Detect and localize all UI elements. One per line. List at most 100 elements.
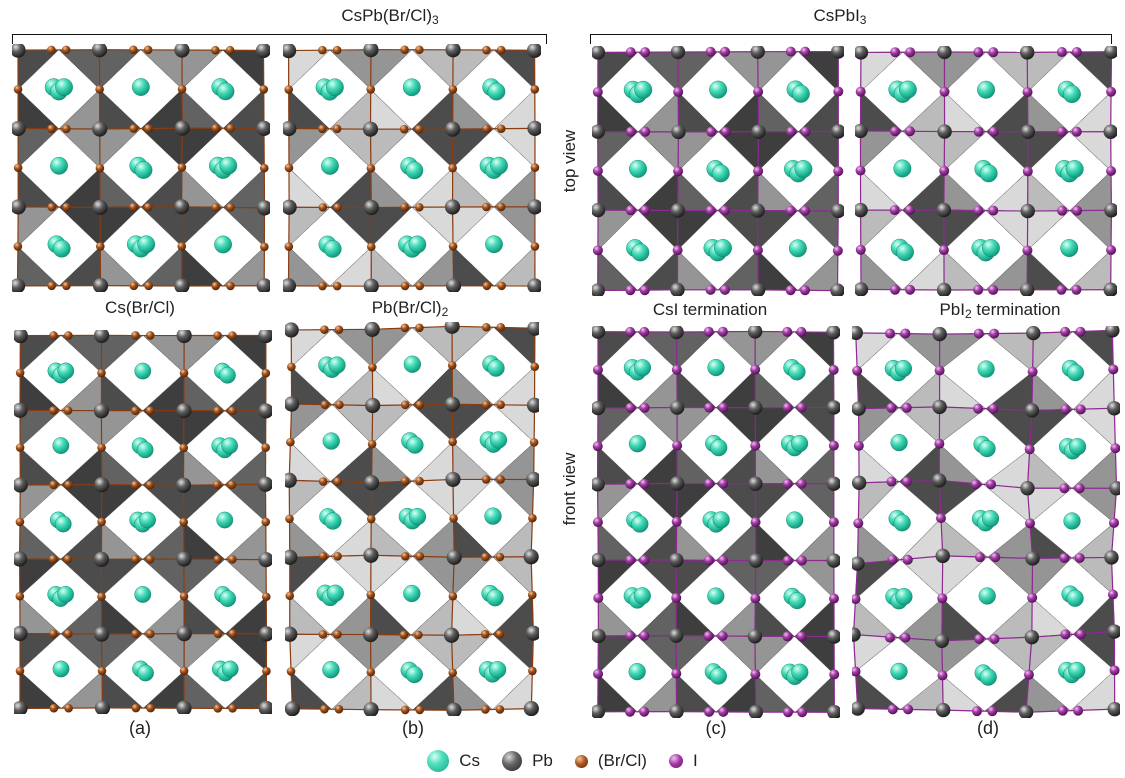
cs-cluster <box>126 235 156 258</box>
pb-atom <box>176 551 192 567</box>
halide-atom <box>782 478 793 489</box>
halide-atom <box>496 322 506 332</box>
halide-atom <box>900 632 911 643</box>
halide-atom <box>973 47 984 58</box>
halide-atom <box>935 513 946 524</box>
pb-atom <box>855 282 869 296</box>
pb-atom <box>592 552 606 568</box>
cs-cluster <box>400 661 423 684</box>
pb-halide-bond <box>183 558 267 561</box>
halide-atom <box>448 85 458 94</box>
panel-c-top-view <box>592 46 844 296</box>
pb-halide-bond <box>291 403 373 407</box>
halide-atom <box>753 166 764 177</box>
halide-atom <box>400 323 410 333</box>
halide-atom <box>97 592 106 601</box>
halide-atom <box>625 706 636 717</box>
cs-cluster <box>482 355 505 377</box>
cs-atom <box>629 159 647 178</box>
pb-atom <box>669 704 684 718</box>
halide-atom <box>480 629 490 639</box>
halide-atom <box>887 704 898 715</box>
halide-atom <box>212 480 222 490</box>
cs-cluster <box>214 586 237 607</box>
halide-atom <box>639 285 650 296</box>
halide-atom <box>415 476 424 486</box>
pb-atom <box>852 556 865 571</box>
cs-cluster <box>786 80 810 103</box>
halide-atom <box>988 403 999 414</box>
halide-atom <box>828 593 839 604</box>
pb-atom <box>750 46 765 59</box>
halide-atom <box>334 325 344 334</box>
halide-atom <box>179 443 189 453</box>
pb-halide-bond <box>1027 209 1112 212</box>
pb-atom <box>364 322 380 337</box>
octahedra-layer <box>597 51 839 291</box>
pb-halide-bond <box>676 635 755 637</box>
structure-a-top <box>12 44 270 292</box>
pb-atom <box>826 476 840 491</box>
halide-atom <box>796 631 807 642</box>
pb-layer <box>592 46 844 296</box>
halide-atom <box>1107 589 1118 600</box>
halide-atom <box>988 284 999 295</box>
pb-halide-bond <box>371 478 453 484</box>
halide-atom <box>718 706 729 717</box>
halide-atom <box>318 203 328 212</box>
halide-atom <box>829 669 840 680</box>
halide-atom <box>904 205 915 216</box>
pb-halide-bond <box>676 330 756 333</box>
pb-atom <box>256 278 270 292</box>
halide-atom <box>901 402 912 413</box>
halide-atom <box>901 476 912 487</box>
halide-atom <box>448 591 458 601</box>
halide-atom <box>495 705 505 714</box>
cs-atom <box>890 662 908 680</box>
pb-atom <box>527 278 541 292</box>
pb-atom <box>174 44 190 58</box>
halide-atom <box>1059 483 1070 494</box>
halide-atom <box>1056 284 1067 295</box>
halide-atom <box>211 45 220 55</box>
halide-atom <box>177 163 187 172</box>
cs-cluster <box>211 437 238 459</box>
halide-atom <box>318 630 328 639</box>
halide-atom <box>705 284 716 295</box>
halide-atom <box>449 514 458 523</box>
legend-item-pb: Pb <box>502 751 553 771</box>
pb-atom <box>445 471 461 488</box>
halide-atom <box>448 668 458 678</box>
legend-label-iodine: I <box>692 751 698 770</box>
cs-atom <box>221 660 239 678</box>
halide-atom <box>261 443 270 452</box>
cs-atom <box>50 156 68 175</box>
halide-atom <box>286 437 295 447</box>
halide-atom <box>1060 629 1071 640</box>
halide-atom <box>261 592 271 602</box>
cs-atom <box>714 239 732 257</box>
halide-atom <box>226 123 235 133</box>
panel-d-top-view <box>855 46 1117 296</box>
cs-atom <box>893 159 912 178</box>
cs-cluster <box>978 587 996 605</box>
pb-atom <box>1103 124 1117 139</box>
halide-atom <box>366 164 376 173</box>
pb-atom <box>527 120 541 136</box>
halide-atom <box>785 46 796 57</box>
pb-halide-bond <box>1033 329 1113 334</box>
panel-title-b: Pb(Br/Cl)2 <box>300 298 520 319</box>
halide-atom <box>828 364 839 375</box>
halide-atom <box>1024 444 1035 455</box>
cs-atom <box>134 586 152 603</box>
pb-atom <box>283 278 297 292</box>
halide-atom <box>671 364 682 375</box>
halide-atom <box>900 328 911 339</box>
cs-atom <box>487 82 506 101</box>
pb-atom <box>592 628 606 644</box>
halide-atom <box>284 163 294 173</box>
halide-atom <box>797 707 808 718</box>
pb-atom <box>669 476 685 491</box>
cs-atom <box>794 160 813 178</box>
halide-atom <box>482 281 492 291</box>
